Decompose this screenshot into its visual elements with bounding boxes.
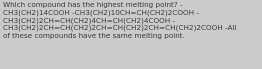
Text: Which compound has the highest melting point? -
CH3(CH2)14COOH -CH3(CH2)10CH=CH(: Which compound has the highest melting p… bbox=[3, 2, 237, 39]
